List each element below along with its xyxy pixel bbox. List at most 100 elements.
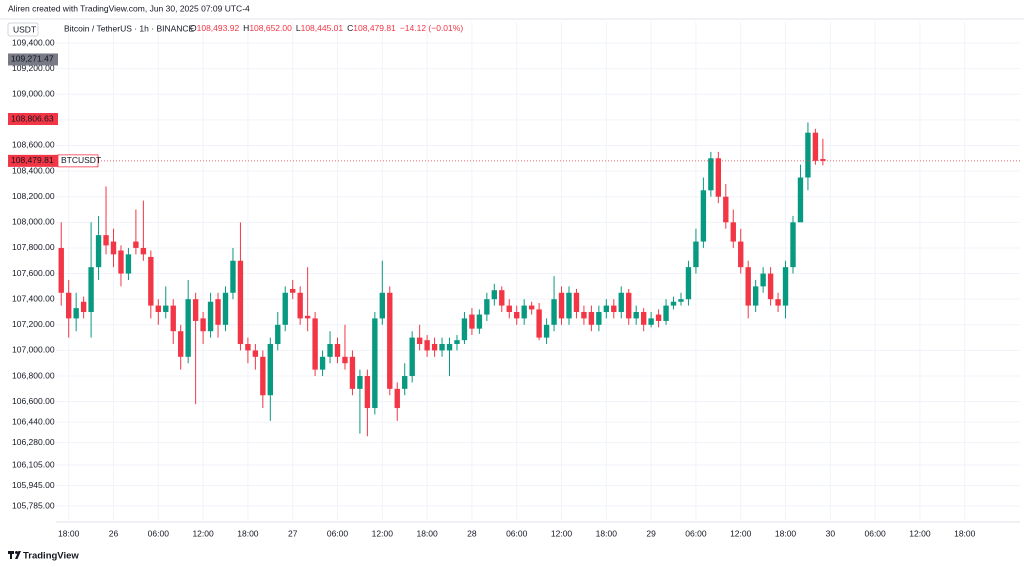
- candle-body: [790, 222, 796, 268]
- x-tick-label: 12:00: [730, 528, 752, 538]
- symbol: Bitcoin / TetherUS · 1h · BINANCE: [64, 23, 195, 33]
- y-tick-label: 109,400.00: [12, 37, 55, 47]
- candle-body: [379, 292, 385, 319]
- candle-body: [222, 292, 229, 325]
- candle-body: [454, 340, 460, 345]
- x-tick-label: 12:00: [192, 528, 214, 538]
- candle-body: [334, 344, 341, 357]
- x-tick-label: 18:00: [58, 528, 80, 538]
- candle-body: [670, 301, 677, 306]
- candle-body: [185, 299, 191, 357]
- candle-body: [409, 337, 415, 377]
- candle-body: [655, 314, 662, 321]
- y-tick-label: 109,200.00: [12, 63, 55, 73]
- candle-body: [543, 324, 550, 338]
- candle-body: [663, 305, 669, 321]
- y-tick-label: 108,400.00: [12, 165, 55, 175]
- candle-body: [155, 305, 161, 312]
- x-tick-label: 18:00: [775, 528, 797, 538]
- candle-body: [588, 311, 595, 325]
- candle-body: [275, 324, 281, 345]
- y-tick-label: 106,440.00: [12, 416, 55, 426]
- x-tick-label: 06:00: [327, 528, 349, 538]
- candle-body: [767, 273, 774, 300]
- price-box: [8, 113, 58, 126]
- x-tick-label: 12:00: [551, 528, 573, 538]
- candle-body: [708, 158, 714, 191]
- candle-body: [282, 292, 288, 325]
- price-label: 109,271.47: [11, 54, 54, 64]
- candle-body: [521, 305, 527, 319]
- candle-body: [304, 315, 311, 319]
- candle-body: [312, 318, 318, 370]
- candle-body: [596, 311, 602, 325]
- y-tick-label: 105,785.00: [12, 500, 55, 510]
- x-tick-label: 06:00: [148, 528, 170, 538]
- candle-body: [402, 376, 408, 389]
- x-tick-label: 28: [467, 528, 477, 538]
- candle-body: [820, 159, 826, 161]
- candle-body: [342, 356, 348, 364]
- candle-body: [685, 267, 692, 300]
- ohlc-value: 108,445.01: [301, 23, 344, 33]
- y-tick-label: 107,600.00: [12, 268, 55, 278]
- candle-body: [133, 241, 139, 248]
- currency[interactable]: USDT: [13, 24, 36, 34]
- ohlc-value: 108,479.81: [353, 23, 396, 33]
- candle-body: [566, 292, 572, 319]
- candle-body: [797, 177, 804, 223]
- candle-body: [499, 290, 505, 306]
- candle-body: [245, 344, 251, 351]
- candle-body: [715, 158, 722, 197]
- candle-body: [207, 301, 214, 332]
- candle-body: [573, 292, 580, 312]
- candle-body: [170, 305, 176, 332]
- candle-body: [297, 292, 303, 319]
- candle-body: [260, 356, 266, 396]
- candle-body: [66, 292, 72, 319]
- candle-body: [611, 305, 617, 312]
- brand: TradingView: [23, 551, 79, 562]
- x-tick-label: 30: [826, 528, 836, 538]
- candle-body: [439, 344, 445, 351]
- candle-body: [327, 344, 333, 357]
- candle-body: [118, 250, 124, 274]
- y-tick-label: 106,600.00: [12, 396, 55, 406]
- y-tick-label: 109,000.00: [12, 88, 55, 98]
- currency-box[interactable]: [7, 22, 39, 37]
- candle-body: [514, 311, 520, 319]
- candle-body: [551, 299, 557, 325]
- candle-body: [730, 222, 736, 242]
- candle-body: [372, 318, 378, 409]
- candle-body: [633, 311, 639, 319]
- ohlc-key: H: [243, 23, 249, 33]
- x-tick-label: 12:00: [372, 528, 394, 538]
- candle-body: [349, 356, 356, 389]
- ohlc-key: C: [347, 23, 353, 33]
- brand-logo: [8, 551, 21, 559]
- candle-body: [140, 247, 147, 255]
- candle-body: [581, 311, 587, 319]
- candle-body: [80, 301, 87, 312]
- candle-body: [394, 388, 400, 409]
- candle-body: [200, 318, 206, 332]
- ohlc-key: L: [296, 23, 301, 33]
- price-box: [8, 154, 58, 167]
- x-tick-label: 29: [646, 528, 656, 538]
- candle-body: [424, 340, 430, 351]
- x-tick-label: 18:00: [954, 528, 976, 538]
- candle-body: [648, 318, 654, 325]
- price-label: 108,806.63: [11, 113, 54, 123]
- x-tick-label: 06:00: [685, 528, 707, 538]
- y-tick-label: 107,800.00: [12, 242, 55, 252]
- y-tick-label: 106,105.00: [12, 459, 55, 469]
- ohlc-value: 108,493.92: [197, 23, 240, 33]
- candle-body: [110, 241, 117, 255]
- candle-body: [678, 299, 684, 302]
- candle-body: [760, 273, 766, 287]
- candle-body: [738, 241, 744, 268]
- x-tick-label: 12:00: [909, 528, 931, 538]
- candle-body: [178, 331, 184, 357]
- y-tick-label: 108,600.00: [12, 140, 55, 150]
- x-tick-label: 26: [109, 528, 119, 538]
